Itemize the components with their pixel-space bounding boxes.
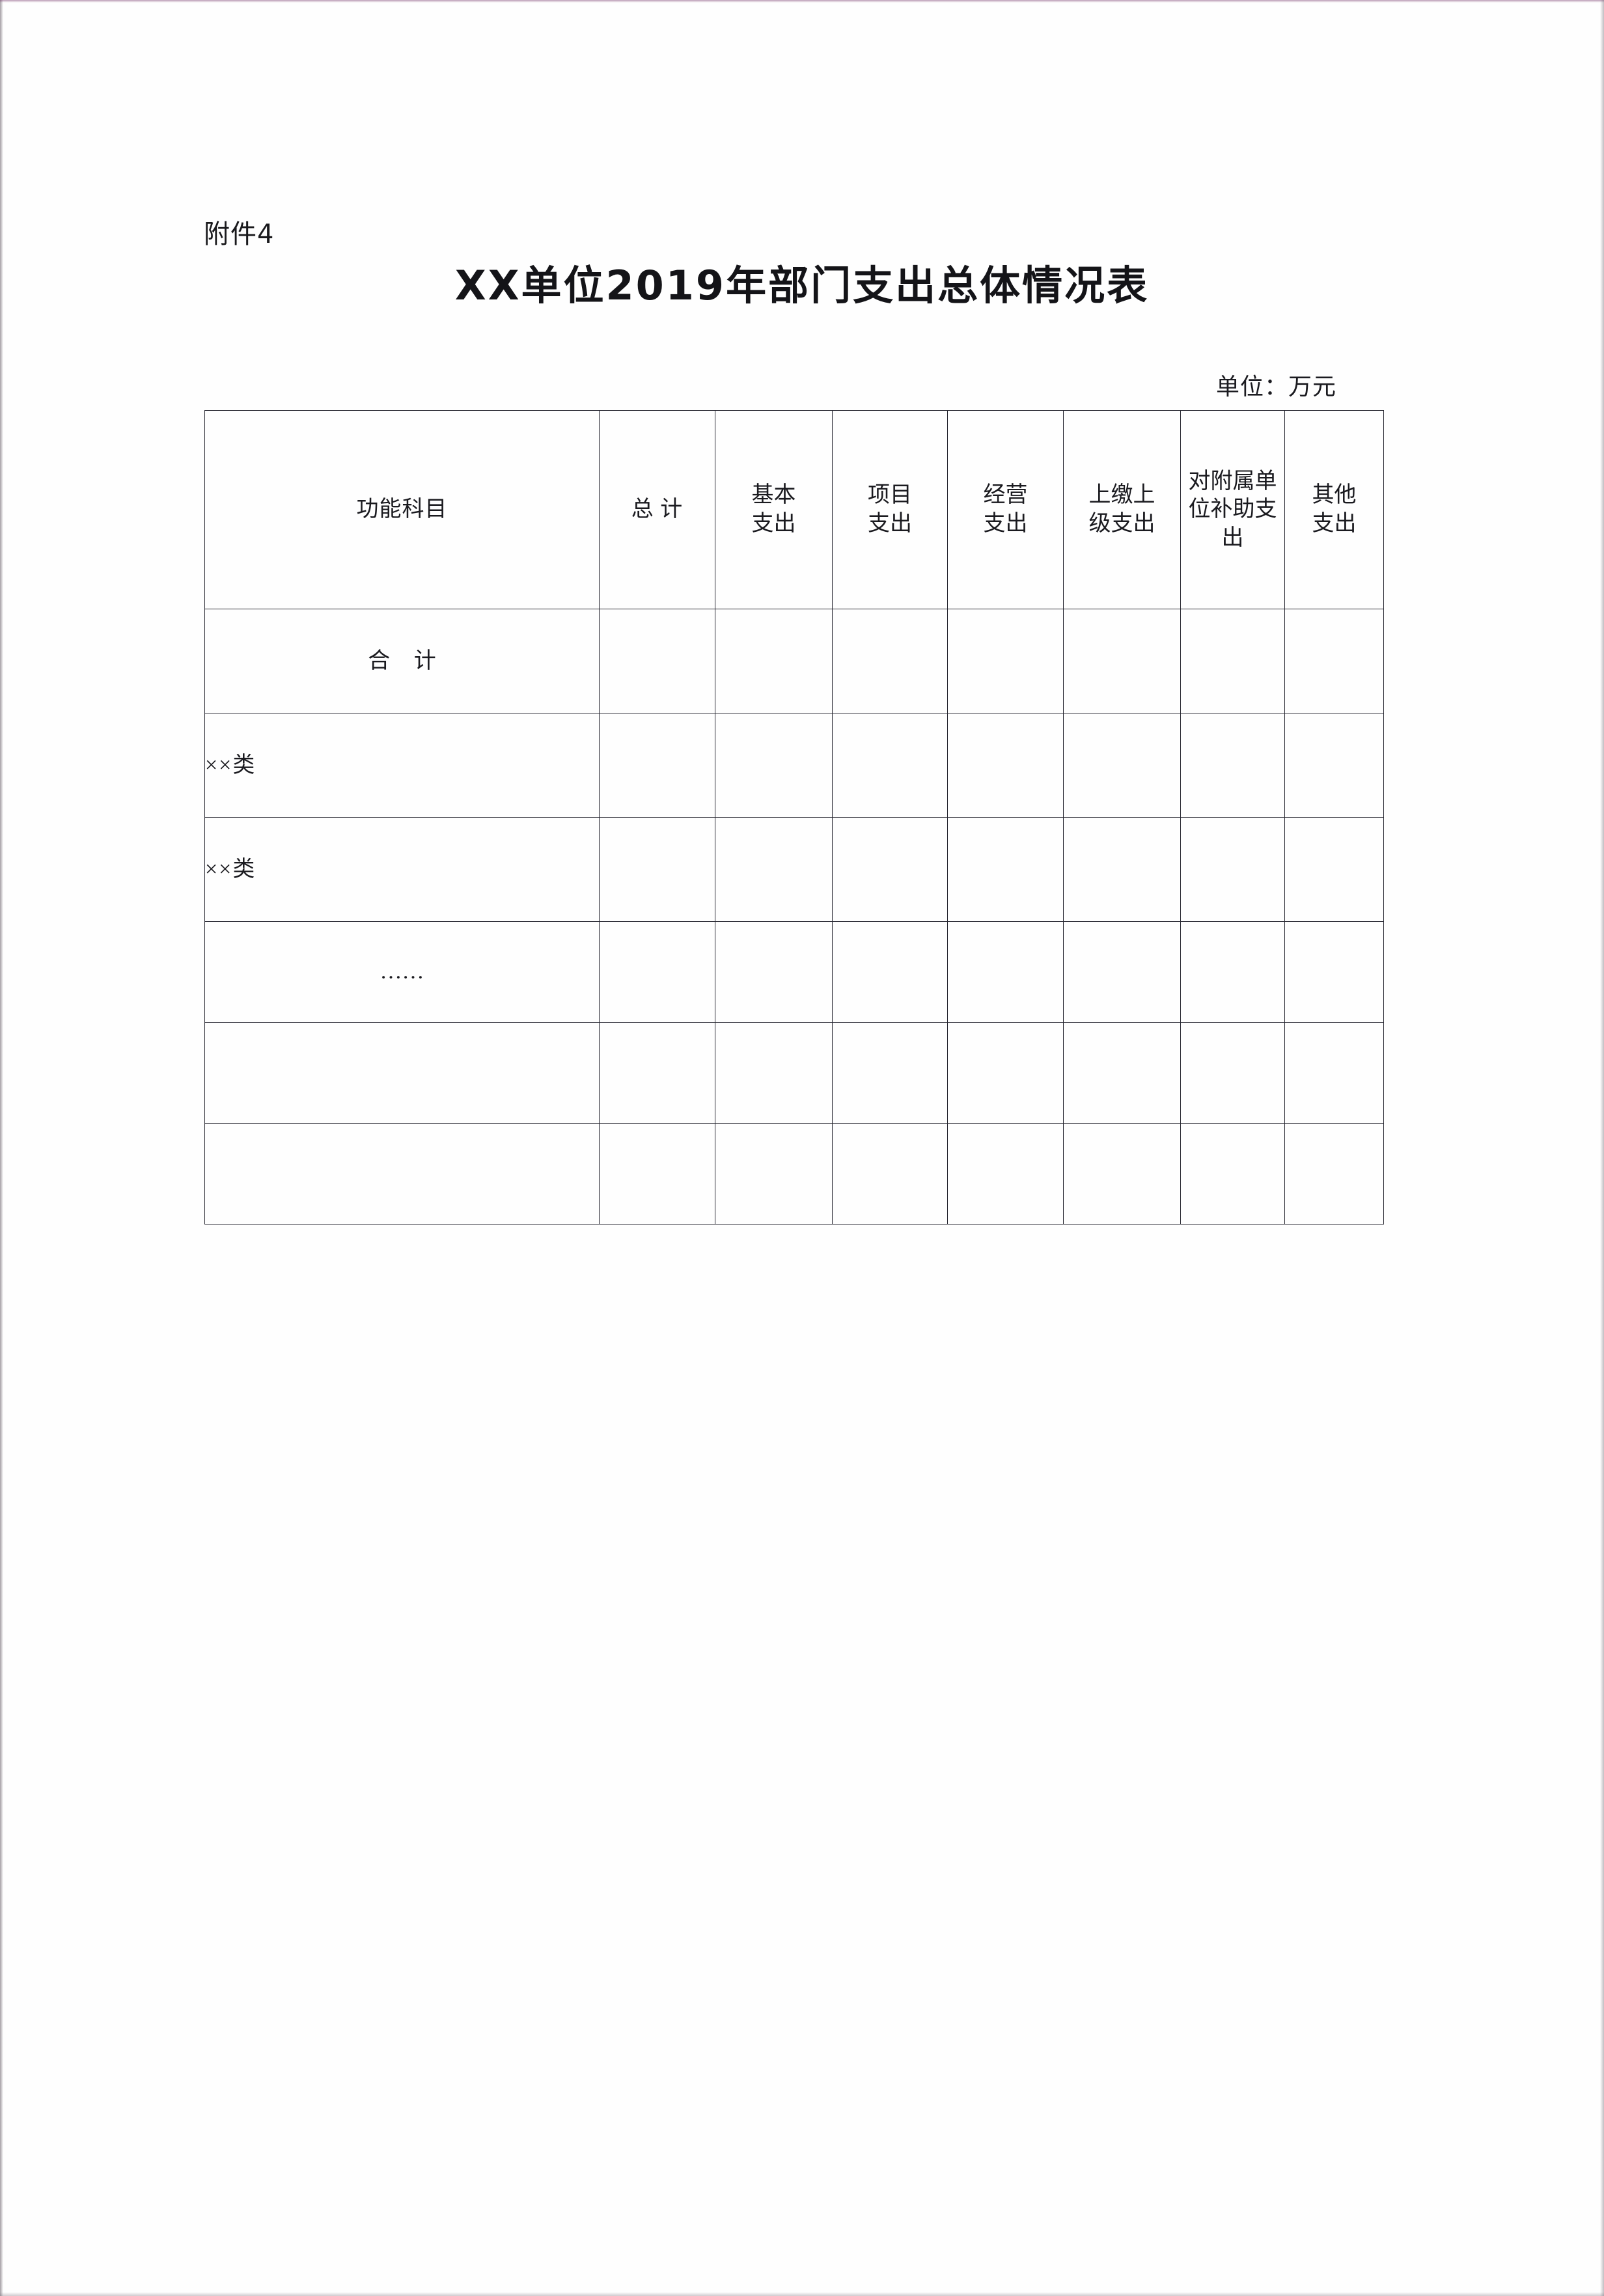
cell-total[interactable]: [599, 921, 715, 1023]
header-line-2: 支出: [1312, 512, 1357, 536]
expenditure-summary-table: 功能科目 总 计 基本 支出 项目 支出 经营 支出 上缴上 级支出: [204, 410, 1384, 1224]
cell-subsidy-to-affiliates[interactable]: [1180, 817, 1285, 922]
row-label-blank: [204, 1022, 600, 1124]
header-line-2: 位补助支: [1188, 497, 1277, 522]
cell-project-expenditure[interactable]: [832, 817, 948, 922]
cell-project-expenditure[interactable]: [832, 1123, 948, 1224]
cell-other-expenditure[interactable]: [1284, 921, 1384, 1023]
column-header-project-expenditure: 项目 支出: [832, 410, 948, 609]
cell-basic-expenditure[interactable]: [715, 817, 833, 922]
cell-project-expenditure[interactable]: [832, 1022, 948, 1124]
cell-project-expenditure[interactable]: [832, 713, 948, 818]
cell-subsidy-to-affiliates[interactable]: [1180, 609, 1285, 713]
cell-remit-to-superior[interactable]: [1063, 921, 1181, 1023]
table-row: [204, 1123, 1384, 1224]
cell-remit-to-superior[interactable]: [1063, 609, 1181, 713]
row-label-total: 合 计: [204, 609, 600, 713]
cell-total[interactable]: [599, 1022, 715, 1124]
cell-remit-to-superior[interactable]: [1063, 1022, 1181, 1124]
column-header-subject: 功能科目: [204, 410, 600, 609]
cell-project-expenditure[interactable]: [832, 921, 948, 1023]
cell-basic-expenditure[interactable]: [715, 921, 833, 1023]
column-header-total: 总 计: [599, 410, 715, 609]
column-header-operating-expenditure: 经营 支出: [947, 410, 1064, 609]
column-header-other-expenditure: 其他 支出: [1284, 410, 1384, 609]
table-header-row: 功能科目 总 计 基本 支出 项目 支出 经营 支出 上缴上 级支出: [204, 410, 1384, 609]
cell-operating-expenditure[interactable]: [947, 921, 1064, 1023]
cell-remit-to-superior[interactable]: [1063, 713, 1181, 818]
header-line-1: 其他: [1312, 483, 1357, 508]
cell-total[interactable]: [599, 713, 715, 818]
table-row: [204, 1022, 1384, 1124]
header-line-1: 基本: [751, 483, 796, 508]
cell-basic-expenditure[interactable]: [715, 1022, 833, 1124]
cell-operating-expenditure[interactable]: [947, 713, 1064, 818]
scan-edge-right: [1600, 0, 1604, 2296]
cell-remit-to-superior[interactable]: [1063, 817, 1181, 922]
cell-basic-expenditure[interactable]: [715, 1123, 833, 1224]
table-row: ××类: [204, 713, 1384, 818]
cell-total[interactable]: [599, 817, 715, 922]
page-title: XX单位2019年部门支出总体情况表: [454, 262, 1150, 309]
unit-note: 单位：万元: [1216, 374, 1337, 400]
column-header-basic-expenditure: 基本 支出: [715, 410, 833, 609]
column-header-subsidy-to-affiliates: 对附属单 位补助支 出: [1180, 410, 1285, 609]
scan-edge-bottom: [0, 2292, 1604, 2296]
cell-subsidy-to-affiliates[interactable]: [1180, 1123, 1285, 1224]
header-line-1: 上缴上: [1088, 483, 1155, 508]
cell-basic-expenditure[interactable]: [715, 609, 833, 713]
cell-total[interactable]: [599, 1123, 715, 1224]
cell-operating-expenditure[interactable]: [947, 1022, 1064, 1124]
cell-remit-to-superior[interactable]: [1063, 1123, 1181, 1224]
header-line-2: 级支出: [1088, 512, 1155, 536]
header-line-3: 出: [1221, 525, 1244, 550]
table-row: 合 计: [204, 609, 1384, 713]
header-line-2: 支出: [751, 512, 796, 536]
cell-total[interactable]: [599, 609, 715, 713]
scan-edge-left: [0, 0, 3, 2296]
cell-subsidy-to-affiliates[interactable]: [1180, 713, 1285, 818]
cell-operating-expenditure[interactable]: [947, 1123, 1064, 1224]
cell-project-expenditure[interactable]: [832, 609, 948, 713]
cell-subsidy-to-affiliates[interactable]: [1180, 921, 1285, 1023]
attachment-label: 附件4: [204, 219, 275, 249]
cell-other-expenditure[interactable]: [1284, 1123, 1384, 1224]
scan-edge-top: [0, 0, 1604, 3]
header-line-1: 经营: [983, 483, 1028, 508]
cell-operating-expenditure[interactable]: [947, 609, 1064, 713]
header-line-2: 支出: [868, 512, 912, 536]
table-row: ××类: [204, 817, 1384, 922]
column-header-remit-to-superior: 上缴上 级支出: [1063, 410, 1181, 609]
header-line-2: 支出: [983, 512, 1028, 536]
row-label-ellipsis: ……: [204, 921, 600, 1023]
cell-other-expenditure[interactable]: [1284, 713, 1384, 818]
table-row: ……: [204, 921, 1384, 1023]
cell-other-expenditure[interactable]: [1284, 1022, 1384, 1124]
row-label-blank: [204, 1123, 600, 1224]
cell-other-expenditure[interactable]: [1284, 817, 1384, 922]
cell-subsidy-to-affiliates[interactable]: [1180, 1022, 1285, 1124]
cell-other-expenditure[interactable]: [1284, 609, 1384, 713]
header-line-1: 项目: [868, 483, 912, 508]
cell-operating-expenditure[interactable]: [947, 817, 1064, 922]
cell-basic-expenditure[interactable]: [715, 713, 833, 818]
header-line-1: 对附属单: [1188, 469, 1277, 493]
row-label-category: ××类: [204, 713, 600, 818]
row-label-category: ××类: [204, 817, 600, 922]
